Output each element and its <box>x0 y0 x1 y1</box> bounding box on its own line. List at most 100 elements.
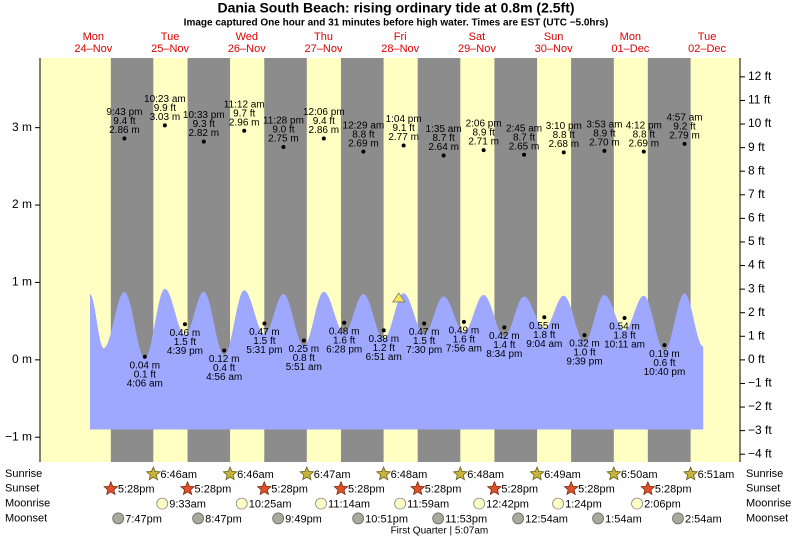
low-ft: 0.8 ft <box>293 353 315 364</box>
high-time: 12:06 pm <box>303 107 345 118</box>
low-m: 0.32 m <box>569 339 600 350</box>
low-time: 9:04 am <box>526 339 562 350</box>
low-m: 0.55 m <box>529 321 560 332</box>
high-m: 2.65 m <box>509 141 540 152</box>
event-time: 2:06pm <box>644 499 681 511</box>
high-dot <box>641 149 646 154</box>
high-ft: 9.7 ft <box>233 108 255 119</box>
chart-subtitle: Image captured One hour and 31 minutes b… <box>184 18 609 29</box>
event-time: 6:47am <box>314 469 351 481</box>
event-time: 5:28pm <box>501 484 538 496</box>
low-m: 0.47 m <box>249 327 280 338</box>
low-ft: 1.6 ft <box>453 335 475 346</box>
row-label: Sunrise <box>5 468 42 480</box>
day-name: Thu <box>314 31 333 43</box>
event-time: 12:42pm <box>486 499 529 511</box>
moonset-marker <box>672 512 684 525</box>
low-ft: 1.8 ft <box>613 331 635 342</box>
moonrise-marker <box>235 497 248 510</box>
event-time: 6:46am <box>237 469 274 481</box>
sunrise-marker <box>145 465 162 481</box>
y2-tick-label: −1 ft <box>748 376 772 390</box>
row-label: Moonrise <box>746 498 791 510</box>
row-label: Moonrise <box>5 498 50 510</box>
event-time: 11:14am <box>328 499 370 511</box>
y2-tick-label: 8 ft <box>748 163 765 177</box>
y2-tick-label: 11 ft <box>748 93 771 107</box>
y-tick-label: 2 m <box>12 197 32 211</box>
low-dot <box>222 348 227 353</box>
event-time: 5:28pm <box>655 484 692 496</box>
high-dot <box>242 128 247 133</box>
low-m: 0.49 m <box>449 326 480 337</box>
sunset-marker <box>486 480 503 496</box>
low-dot <box>622 316 627 321</box>
low-ft: 0.4 ft <box>213 363 235 374</box>
high-m: 2.71 m <box>468 137 499 148</box>
moonrise-marker <box>631 497 643 510</box>
event-time: 7:47pm <box>125 513 162 525</box>
day-name: Sat <box>469 31 486 43</box>
low-dot <box>342 320 347 325</box>
day-date: 01–Dec <box>611 43 649 55</box>
low-ft: 1.6 ft <box>333 335 355 346</box>
high-dot <box>162 123 167 128</box>
low-m: 0.38 m <box>368 334 399 345</box>
y2-tick-label: 7 ft <box>748 187 765 201</box>
y2-tick-label: −3 ft <box>748 423 772 437</box>
low-m: 0.25 m <box>289 344 320 355</box>
sunrise-marker <box>606 465 622 481</box>
high-m: 2.86 m <box>109 125 140 136</box>
low-m: 0.12 m <box>209 354 240 365</box>
sunset-marker <box>410 480 426 496</box>
sunrise-marker <box>452 465 468 481</box>
event-time: 5:28pm <box>118 484 155 496</box>
day-name: Tue <box>161 31 180 43</box>
event-time: 9:33am <box>169 499 206 511</box>
high-time: 1:35 am <box>426 124 462 135</box>
low-time: 4:39 pm <box>167 346 203 357</box>
low-time: 6:28 pm <box>326 344 362 355</box>
moonset-marker <box>432 512 445 525</box>
high-m: 2.68 m <box>548 139 579 150</box>
low-dot <box>142 354 147 359</box>
high-time: 4:12 pm <box>626 120 662 131</box>
high-dot <box>522 152 527 157</box>
high-dot <box>361 149 366 154</box>
y2-tick-label: 4 ft <box>748 258 765 272</box>
high-time: 11:28 pm <box>263 116 304 127</box>
high-dot <box>481 148 486 153</box>
low-m: 0.54 m <box>609 322 640 333</box>
high-time: 11:12 am <box>224 99 265 110</box>
high-time: 12:29 am <box>343 120 385 131</box>
row-label: Moonset <box>746 512 788 524</box>
high-ft: 9.4 ft <box>113 116 135 127</box>
low-dot <box>502 325 507 330</box>
high-m: 2.82 m <box>188 128 219 139</box>
moonset-marker <box>352 512 365 525</box>
low-time: 7:56 am <box>446 344 482 355</box>
high-m: 2.75 m <box>268 134 299 145</box>
event-time: 5:28pm <box>425 484 462 496</box>
sunrise-marker <box>222 465 238 481</box>
high-dot <box>321 136 326 141</box>
event-time: 5:28pm <box>578 484 615 496</box>
row-label: Sunset <box>746 483 780 495</box>
sunrise-marker <box>375 465 392 481</box>
high-dot <box>602 148 607 153</box>
high-ft: 9.3 ft <box>193 119 215 130</box>
y2-tick-label: 10 ft <box>748 116 772 130</box>
event-time: 11:53pm <box>445 513 487 525</box>
event-time: 5:28pm <box>271 484 308 496</box>
high-time: 2:06 pm <box>466 119 502 130</box>
low-ft: 1.5 ft <box>413 336 435 347</box>
y2-tick-label: 6 ft <box>748 211 765 225</box>
sunset-marker <box>179 480 196 496</box>
event-time: 6:48am <box>391 469 428 481</box>
high-time: 3:10 pm <box>546 121 582 132</box>
high-time: 10:23 am <box>144 94 186 105</box>
moonrise-marker <box>156 497 169 510</box>
day-date: 02–Dec <box>688 43 726 55</box>
day-date: 29–Nov <box>458 43 496 55</box>
